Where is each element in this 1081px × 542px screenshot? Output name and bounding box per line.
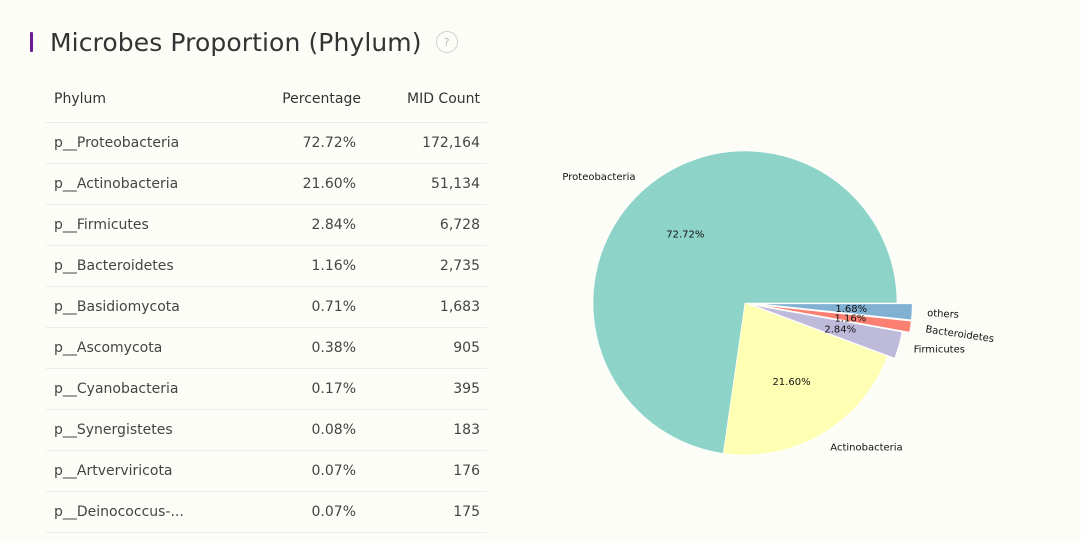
pie-slice-others[interactable] <box>760 303 913 321</box>
table-row: p__Cyanobacteria 0.17% 395 <box>46 368 487 410</box>
percentage-cell: 21.60% <box>244 163 361 205</box>
mid-count-cell: 1,683 <box>361 286 487 328</box>
phylum-cell: p__Artverviricota <box>46 450 244 492</box>
percentage-cell: 1.16% <box>244 245 361 287</box>
table-row: p__Basidiomycota 0.71% 1,683 <box>46 286 487 328</box>
pie-percentage-label: 1.16% <box>834 314 866 325</box>
pie-percentage-label: 1.68% <box>835 304 867 315</box>
phylum-cell: p__Basidiomycota <box>46 286 244 328</box>
mid-count-cell: 6,728 <box>361 204 487 246</box>
pie-category-label: Bacteroidetes <box>925 324 995 345</box>
pie-slice-proteobacteria[interactable] <box>592 150 898 454</box>
table-row: p__Ascomycota 0.38% 905 <box>46 327 487 369</box>
percentage-cell: 0.71% <box>244 286 361 328</box>
pie-percentage-label: 72.72% <box>666 230 704 241</box>
percentage-cell: 0.08% <box>244 409 361 451</box>
mid-count-cell: 51,134 <box>361 163 487 205</box>
percentage-cell: 0.07% <box>244 450 361 492</box>
panel-header: Microbes Proportion (Phylum) ? <box>30 24 458 60</box>
mid-count-cell: 175 <box>361 491 487 533</box>
pie-category-label: Firmicutes <box>914 345 965 356</box>
pie-slice-firmicutes[interactable] <box>752 304 903 359</box>
question-mark-icon[interactable]: ? <box>435 31 458 53</box>
phylum-pie-chart: 72.72% Proteobacteria 21.60% Actinobacteria… <box>540 120 1040 500</box>
phylum-cell: p__Bacteroidetes <box>46 245 244 287</box>
phylum-cell: p__Synergistetes <box>46 409 244 451</box>
pie-category-label: Actinobacteria <box>830 442 902 453</box>
phylum-cell: p__Cyanobacteria <box>46 368 244 410</box>
pie-percentage-label: 2.84% <box>824 325 856 336</box>
table-row: p__Deinococcus-... 0.07% 175 <box>46 491 487 533</box>
mid-count-cell: 2,735 <box>361 245 487 287</box>
phylum-table: Phylum Percentage MID Count p__Proteobac… <box>46 76 487 533</box>
page-title: Microbes Proportion (Phylum) <box>50 27 422 57</box>
table-row: p__Proteobacteria 72.72% 172,164 <box>46 122 487 164</box>
pie-category-label: others <box>927 308 959 321</box>
pie-category-label: Proteobacteria <box>562 172 635 183</box>
phylum-cell: p__Actinobacteria <box>46 163 244 205</box>
pie-slice-bacteroidetes[interactable] <box>759 304 912 333</box>
pie-slice-actinobacteria[interactable] <box>722 302 888 456</box>
pie-chart-svg: 72.72% Proteobacteria 21.60% Actinobacteria… <box>562 150 995 456</box>
table-row: p__Actinobacteria 21.60% 51,134 <box>46 163 487 205</box>
column-header-mid-count[interactable]: MID Count <box>361 76 487 123</box>
percentage-cell: 0.38% <box>244 327 361 369</box>
phylum-cell: p__Proteobacteria <box>46 122 244 164</box>
table-header-row: Phylum Percentage MID Count <box>46 76 487 123</box>
table-row: p__Bacteroidetes 1.16% 2,735 <box>46 245 487 287</box>
percentage-cell: 0.07% <box>244 491 361 533</box>
pie-percentage-label: 21.60% <box>772 377 810 388</box>
percentage-cell: 2.84% <box>244 204 361 246</box>
table-row: p__Firmicutes 2.84% 6,728 <box>46 204 487 246</box>
phylum-cell: p__Firmicutes <box>46 204 244 246</box>
column-header-percentage[interactable]: Percentage <box>244 76 361 123</box>
phylum-cell: p__Ascomycota <box>46 327 244 369</box>
table-row: p__Synergistetes 0.08% 183 <box>46 409 487 451</box>
mid-count-cell: 183 <box>361 409 487 451</box>
mid-count-cell: 905 <box>361 327 487 369</box>
title-accent-bar <box>30 32 33 52</box>
phylum-cell: p__Deinococcus-... <box>46 491 244 533</box>
percentage-cell: 72.72% <box>244 122 361 164</box>
column-header-phylum[interactable]: Phylum <box>46 76 244 123</box>
mid-count-cell: 176 <box>361 450 487 492</box>
percentage-cell: 0.17% <box>244 368 361 410</box>
mid-count-cell: 395 <box>361 368 487 410</box>
mid-count-cell: 172,164 <box>361 122 487 164</box>
table-row: p__Artverviricota 0.07% 176 <box>46 450 487 492</box>
